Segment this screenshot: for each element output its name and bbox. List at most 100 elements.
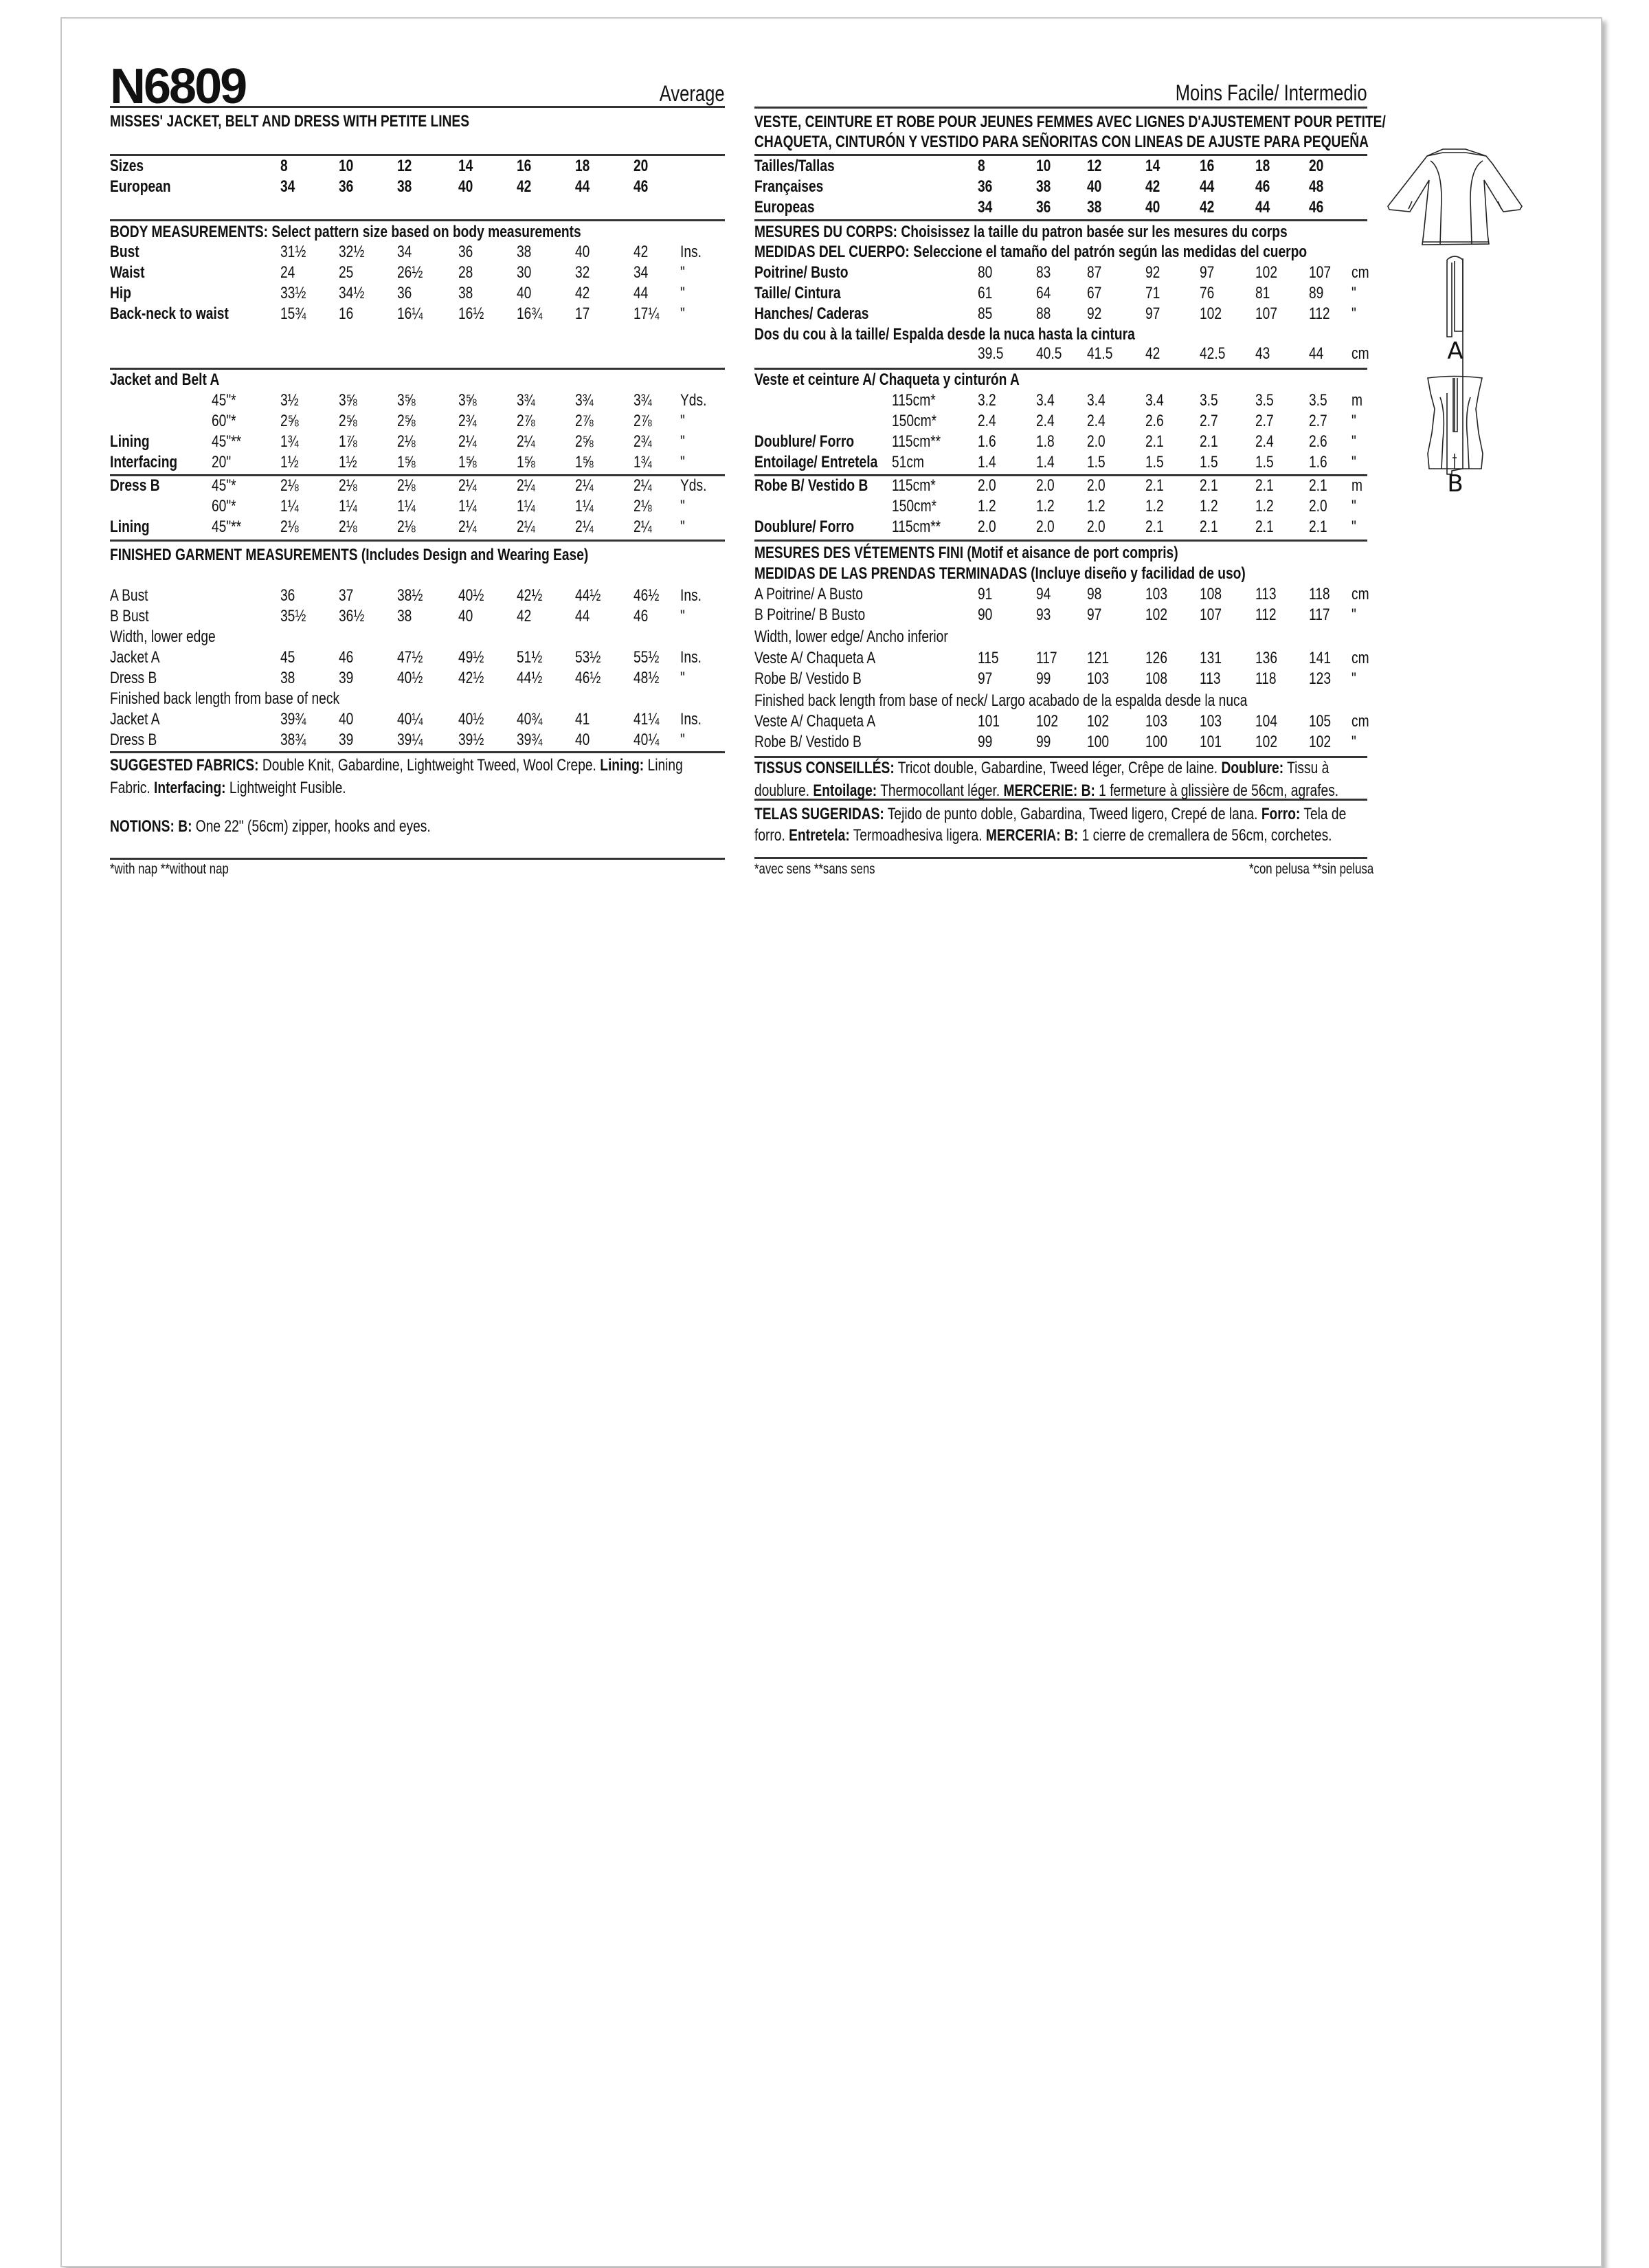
size-value: 3¾ bbox=[575, 391, 594, 410]
size-value: 2⅞ bbox=[517, 412, 535, 430]
size-value: 40 bbox=[517, 284, 532, 302]
size-value: 3½ bbox=[280, 391, 299, 410]
size-value: 40 bbox=[339, 710, 354, 729]
row-label: Doublure/ Forro bbox=[754, 432, 855, 451]
size-value: 1.5 bbox=[1255, 453, 1274, 471]
size-value: 113 bbox=[1255, 585, 1277, 603]
lining-label: Doublure: bbox=[1221, 759, 1284, 777]
size-value: 97 bbox=[1200, 263, 1215, 282]
size-value: 61 bbox=[978, 284, 993, 302]
row-label: Entoilage/ Entretela bbox=[754, 453, 878, 471]
size-value: 39¾ bbox=[517, 731, 543, 749]
size-value: 1.6 bbox=[978, 432, 996, 451]
size-value: 2¼ bbox=[517, 432, 535, 451]
unit: " bbox=[1351, 605, 1356, 624]
unit: m bbox=[1351, 476, 1362, 495]
size-value: 2⅝ bbox=[575, 432, 594, 451]
size-value: 2.1 bbox=[1200, 432, 1218, 451]
size-value: 108 bbox=[1200, 585, 1222, 603]
fabric-width: 45"** bbox=[212, 432, 242, 451]
size-value: 16¼ bbox=[397, 304, 423, 323]
size-value: 38½ bbox=[397, 586, 423, 605]
size-value: 47½ bbox=[397, 648, 423, 667]
row-label: Françaises bbox=[754, 177, 824, 196]
section-heading: MEDIDAS DE LAS PRENDAS TERMINADAS (Inclu… bbox=[754, 564, 1246, 583]
size-value: 17 bbox=[575, 304, 590, 323]
unit: Yds. bbox=[680, 391, 707, 410]
fabrics-label: TELAS SUGERIDAS: bbox=[754, 805, 884, 823]
size-value: 3⅝ bbox=[339, 391, 357, 410]
fabrics-spanish: TELAS SUGERIDAS: Tejido de punto doble, … bbox=[754, 803, 1365, 846]
footnote-es: *con pelusa **sin pelusa bbox=[1249, 861, 1374, 877]
size-value: 1.2 bbox=[1200, 497, 1218, 515]
size-value: 39 bbox=[339, 731, 354, 749]
fabric-width: 115cm** bbox=[892, 518, 941, 536]
size-value: 118 bbox=[1255, 669, 1277, 688]
size-value: 38 bbox=[458, 284, 473, 302]
size-value: 36 bbox=[339, 177, 354, 196]
size-value: 99 bbox=[978, 733, 993, 751]
divider bbox=[754, 857, 1367, 859]
section-heading: MEDIDAS DEL CUERPO: Seleccione el tamaño… bbox=[754, 243, 1308, 261]
row-label: Finished back length from base of neck/ … bbox=[754, 691, 1248, 710]
notions-text: 1 fermeture à glissière de 56cm, agrafes… bbox=[1099, 781, 1339, 800]
unit: " bbox=[680, 263, 685, 282]
row-label: Dress B bbox=[110, 669, 157, 687]
size-value: 94 bbox=[1036, 585, 1051, 603]
fabrics-label: SUGGESTED FABRICS: bbox=[110, 756, 259, 775]
section-heading: MESURES DU CORPS: Choisissez la taille d… bbox=[754, 223, 1288, 241]
size-value: 112 bbox=[1255, 605, 1277, 624]
size-value: 91 bbox=[978, 585, 993, 603]
divider bbox=[754, 368, 1367, 370]
size-value: 28 bbox=[458, 263, 473, 282]
size-value: 39.5 bbox=[978, 344, 1004, 363]
size-value: 2⅛ bbox=[397, 432, 416, 451]
size-value: 44 bbox=[1255, 198, 1270, 216]
row-label: Jacket A bbox=[110, 710, 160, 729]
lining-text: Tela de forro. bbox=[754, 805, 1347, 845]
size-value: 113 bbox=[1200, 669, 1221, 688]
size-value: 16½ bbox=[458, 304, 484, 323]
size-value: 2.1 bbox=[1255, 476, 1274, 495]
size-value: 46 bbox=[633, 177, 649, 196]
size-value: 3.4 bbox=[1087, 391, 1106, 410]
row-label: B Poitrine/ B Busto bbox=[754, 605, 866, 624]
size-value: 1½ bbox=[280, 453, 299, 471]
size-value: 38 bbox=[397, 177, 412, 196]
size-value: 42 bbox=[1145, 344, 1160, 363]
size-value: 1.2 bbox=[1087, 497, 1106, 515]
size-value: 40 bbox=[575, 243, 590, 261]
unit: Ins. bbox=[680, 710, 702, 729]
size-value: 39½ bbox=[458, 731, 484, 749]
size-value: 44 bbox=[1200, 177, 1215, 196]
fabric-width: 115cm* bbox=[892, 476, 936, 495]
notions-label: MERCERIE: B: bbox=[1003, 781, 1095, 800]
size-value: 100 bbox=[1145, 733, 1168, 751]
row-label: Finished back length from base of neck bbox=[110, 689, 340, 708]
size-value: 1.2 bbox=[1145, 497, 1164, 515]
size-value: 2.0 bbox=[1036, 518, 1055, 536]
size-value: 2⅛ bbox=[397, 476, 416, 495]
size-value: 1¾ bbox=[280, 432, 299, 451]
size-value: 46 bbox=[633, 607, 649, 625]
size-value: 2⅛ bbox=[280, 518, 299, 536]
section-heading: MESURES DES VÉTEMENTS FINI (Motif et ais… bbox=[754, 544, 1178, 562]
size-value: 32 bbox=[575, 263, 590, 282]
size-value: 31½ bbox=[280, 243, 306, 261]
unit: Yds. bbox=[680, 476, 707, 495]
size-value: 36 bbox=[978, 177, 993, 196]
size-value: 99 bbox=[1036, 733, 1051, 751]
size-value: 1⅞ bbox=[339, 432, 357, 451]
size-value: 38¾ bbox=[280, 731, 306, 749]
size-value: 123 bbox=[1309, 669, 1332, 688]
size-value: 2.7 bbox=[1309, 412, 1327, 430]
unit: cm bbox=[1351, 585, 1369, 603]
size-value: 1.2 bbox=[1036, 497, 1055, 515]
size-value: 97 bbox=[1145, 304, 1160, 323]
size-value: 16 bbox=[517, 157, 532, 175]
size-value: 87 bbox=[1087, 263, 1102, 282]
size-value: 43 bbox=[1255, 344, 1270, 363]
fabric-width: 150cm* bbox=[892, 412, 937, 430]
unit: " bbox=[680, 731, 685, 749]
size-value: 40¼ bbox=[397, 710, 423, 729]
